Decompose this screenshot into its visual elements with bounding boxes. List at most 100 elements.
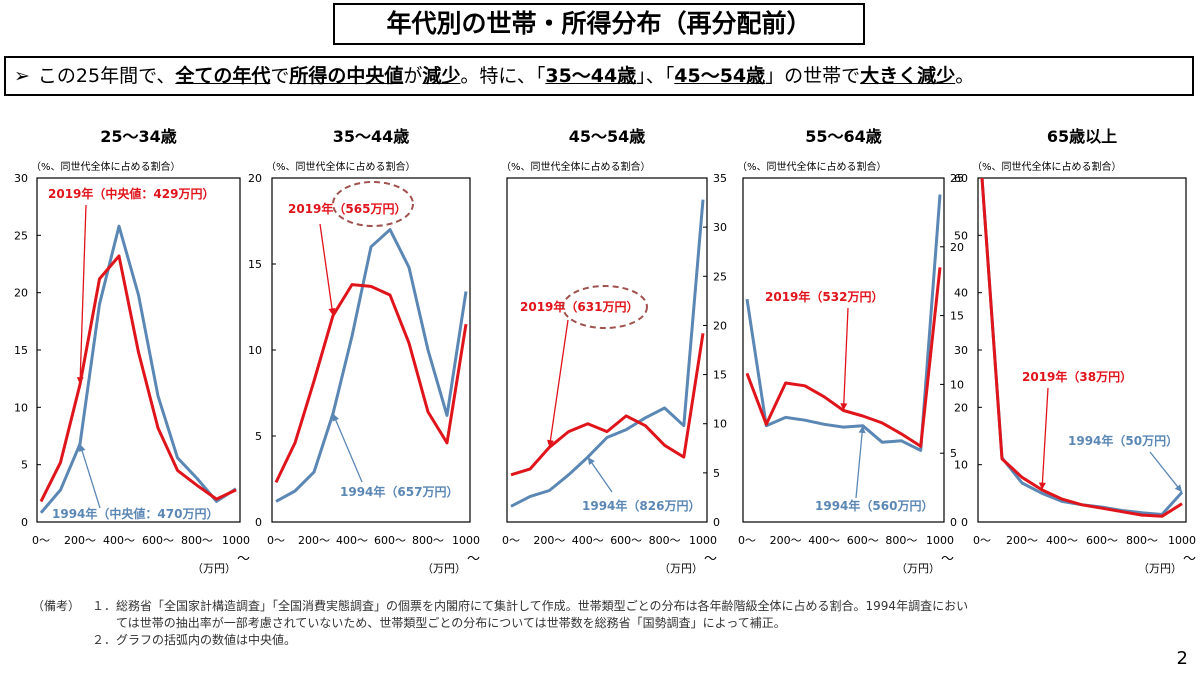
y-tick-label: 0 (950, 516, 957, 529)
y-tick-label: 10 (713, 418, 727, 431)
annotation-arrowhead (332, 413, 339, 422)
y-tick-label: 5 (21, 459, 28, 472)
panel-title: 45～54歳 (569, 127, 646, 146)
annotation-arrowhead (840, 403, 848, 411)
x-tick-label: 200～ (770, 534, 802, 547)
plot-frame (742, 177, 945, 523)
y-tick-label: 5 (255, 430, 262, 443)
annotation-label: 2019年（中央値：429万円） (48, 186, 214, 201)
x-unit-tilde: ～ (237, 552, 250, 567)
annotation-arrowhead (547, 439, 554, 448)
x-tick-label: 400～ (572, 534, 604, 547)
x-tick-label: 0～ (32, 534, 50, 547)
y-unit-label: （%、同世代全体に占める割合） (972, 160, 1122, 173)
notes-label: （備考） (32, 599, 81, 613)
series-line-2019 (980, 177, 1183, 518)
y-tick-label: 15 (248, 258, 262, 271)
y-tick-label: 20 (713, 319, 727, 332)
annotation-arrow (1149, 451, 1183, 493)
x-tick-label: 1000 (452, 534, 480, 547)
summary-text: 」、「 (636, 65, 675, 87)
series-line-2019 (39, 254, 237, 503)
x-tick-label: 600～ (374, 534, 406, 547)
annotation-arrow (319, 223, 334, 316)
x-tick-label: 400～ (336, 534, 368, 547)
annotation-arrow (842, 307, 849, 411)
x-tick-label: 800～ (649, 534, 681, 547)
plot-frame (977, 177, 1187, 523)
y-tick-label: 30 (954, 344, 968, 357)
x-tick-label: 0～ (267, 534, 285, 547)
y-tick-label: 15 (14, 344, 28, 357)
x-unit-tilde: ～ (704, 552, 717, 567)
y-tick-label: 30 (713, 221, 727, 234)
x-tick-label: 1000 (926, 534, 954, 547)
annotation-arrowhead (858, 425, 866, 434)
y-unit-label: （%、同世代全体に占める割合） (31, 160, 181, 173)
y-tick-label: 10 (14, 401, 28, 414)
x-tick-label: 800～ (412, 534, 444, 547)
page-title: 年代別の世帯・所得分布（再分配前） (333, 3, 865, 45)
x-unit-tilde: ～ (467, 552, 480, 567)
annotation-label: 1994年（657万円） (340, 484, 458, 499)
annotation-arrowhead (1038, 482, 1046, 490)
annotation-arrowhead (78, 444, 86, 452)
y-tick-label: 0 (21, 516, 28, 529)
x-unit-label: （万円） (192, 562, 236, 575)
x-unit-label: （万円） (659, 562, 703, 575)
y-tick-label: 15 (713, 369, 727, 382)
annotation-arrowhead (587, 457, 595, 465)
x-tick-label: 1000 (1168, 534, 1196, 547)
x-unit-label: （万円） (1138, 562, 1182, 575)
notes: （備考） １． 総務省「全国家計構造調査」「全国消費実態調査」の個票を内閣府にて… (32, 598, 1192, 649)
y-tick-label: 20 (14, 287, 28, 300)
summary-emphasis: 減少 (422, 65, 461, 87)
y-tick-label: 10 (950, 378, 964, 391)
y-tick-label: 5 (950, 447, 957, 460)
annotation-arrow (855, 425, 864, 499)
summary-text: で (270, 65, 290, 87)
panel-title: 65歳以上 (1047, 127, 1117, 146)
annotation-arrow (548, 319, 569, 448)
y-tick-label: 30 (14, 172, 28, 185)
plot-frame (506, 177, 708, 523)
annotation-label: 1994年（560万円） (815, 498, 933, 513)
annotation-arrowhead (1174, 484, 1182, 493)
series-line-1994 (980, 177, 1184, 516)
summary-text: 」の世帯で (765, 65, 861, 87)
y-tick-label: 20 (950, 241, 964, 254)
y-tick-label: 20 (954, 401, 968, 414)
note-text: グラフの括弧内の数値は中央値。 (116, 633, 297, 647)
x-tick-label: 200～ (64, 534, 96, 547)
annotation-label: 2019年（631万円） (520, 299, 638, 314)
summary-emphasis: 大きく減少 (860, 65, 956, 87)
series-line-1994 (510, 199, 705, 508)
highlight-circle (332, 181, 414, 227)
annotation-label: 2019年（38万円） (1022, 369, 1132, 384)
x-tick-label: 600～ (610, 534, 642, 547)
summary-emphasis: 45～54歳 (674, 65, 766, 87)
series-line-1994 (275, 228, 468, 503)
x-unit-label: （万円） (896, 562, 940, 575)
y-unit-label: （%、同世代全体に占める割合） (266, 160, 416, 173)
x-tick-label: 200～ (533, 534, 565, 547)
panel-title: 55～64歳 (805, 127, 882, 146)
y-tick-label: 15 (950, 310, 964, 323)
summary-emphasis: 全ての年代 (175, 65, 271, 87)
note-number: ２． (92, 633, 117, 647)
bullet-arrow-icon: ➢ (14, 65, 30, 87)
x-tick-label: 800～ (885, 534, 917, 547)
annotation-arrowhead (76, 377, 84, 385)
y-tick-label: 40 (954, 287, 968, 300)
note-text: 総務省「全国家計構造調査」「全国消費実態調査」の個票を内閣府にて集計して作成。世… (116, 599, 969, 613)
summary-text: この25年間で、 (37, 65, 176, 87)
summary-banner: ➢ この25年間で、全ての年代で所得の中央値が減少。特に、「35～44歳」、「45… (4, 56, 1194, 96)
y-unit-label: （%、同世代全体に占める割合） (501, 160, 651, 173)
y-tick-label: 20 (248, 172, 262, 185)
x-tick-label: 600～ (1086, 534, 1118, 547)
summary-text: 。特に、「 (460, 65, 546, 87)
summary-text: が (403, 65, 423, 87)
annotation-label: 1994年（826万円） (582, 498, 700, 513)
x-tick-label: 600～ (142, 534, 174, 547)
